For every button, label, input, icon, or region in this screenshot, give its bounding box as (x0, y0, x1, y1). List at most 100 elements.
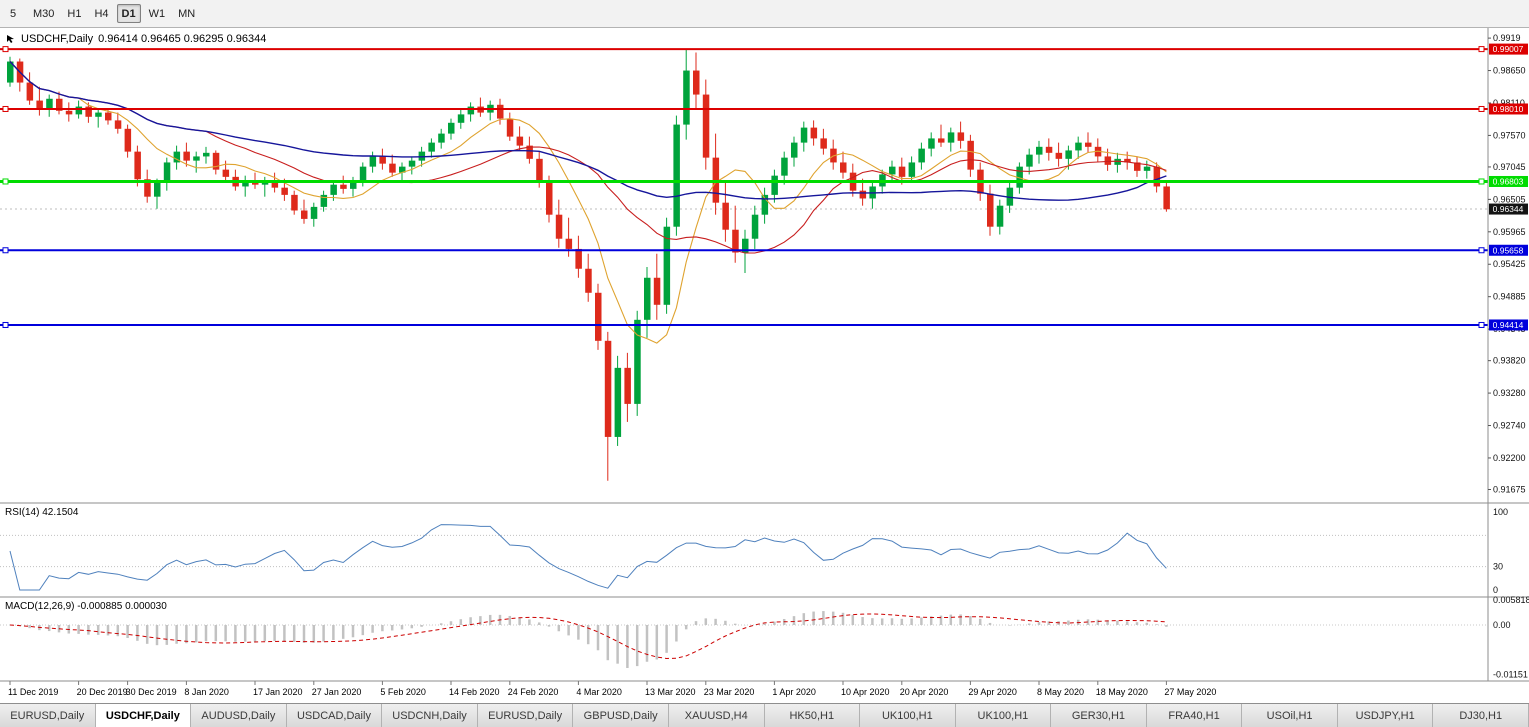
tab-fra40-h1-12[interactable]: FRA40,H1 (1146, 704, 1243, 727)
candle-body (536, 158, 543, 183)
candle-body (595, 292, 602, 341)
candle-body (1114, 158, 1121, 165)
date-label: 30 Dec 2019 (126, 687, 177, 697)
price-tick-label: 0.95425 (1493, 259, 1526, 269)
candle-body (359, 166, 367, 181)
candle-body (555, 214, 563, 239)
candle-body (457, 114, 465, 123)
tab-usdcad-daily-3[interactable]: USDCAD,Daily (286, 704, 383, 727)
hline-handle[interactable] (1478, 46, 1485, 53)
candle-body (399, 166, 406, 173)
tab-usdjpy-h1-14[interactable]: USDJPY,H1 (1337, 704, 1434, 727)
candle-body (604, 340, 612, 437)
timeframe-button-w1[interactable]: W1 (148, 7, 166, 20)
date-label: 5 Feb 2020 (380, 687, 426, 697)
candle-body (330, 184, 337, 195)
candle-body (428, 142, 435, 152)
candle-body (987, 193, 994, 227)
tab-usoil-h1-13[interactable]: USOil,H1 (1242, 704, 1338, 727)
chart-symbol-label: USDCHF,Daily (21, 33, 94, 45)
hline-handle[interactable] (1478, 105, 1485, 112)
candle-body (702, 94, 710, 158)
chart-cursor-icon (7, 35, 14, 43)
hline-handle[interactable] (1478, 321, 1485, 328)
candle-body (203, 152, 210, 157)
hline-handle[interactable] (2, 321, 9, 328)
candle-body (56, 98, 63, 111)
candle-body (800, 127, 808, 143)
candle-body (644, 277, 651, 320)
timeframe-button-h4[interactable]: H4 (94, 7, 109, 20)
tab-uk100-h1-10[interactable]: UK100,H1 (955, 704, 1052, 727)
tab-uk100-h1-9[interactable]: UK100,H1 (860, 704, 956, 727)
candle-body (497, 104, 504, 119)
candle-body (820, 138, 827, 149)
price-tick-label: 0.98110 (1493, 98, 1525, 108)
candle-body (105, 112, 112, 121)
candle-body (810, 127, 818, 139)
candle-body (928, 138, 935, 149)
candle-body (624, 367, 631, 404)
price-badge-label: 0.95658 (1493, 245, 1524, 255)
price-badge (1489, 103, 1528, 115)
candle-body (771, 175, 778, 195)
candle-body (1055, 152, 1063, 159)
timeframe-button-m30[interactable]: M30 (33, 7, 55, 20)
hline-handle[interactable] (2, 46, 9, 53)
tab-dj30-h1-15[interactable]: DJ30,H1 (1433, 704, 1529, 727)
candle-body (1163, 186, 1170, 210)
candle-body (1075, 142, 1082, 151)
date-label: 17 Jan 2020 (253, 687, 303, 697)
candle-body (575, 248, 582, 269)
candle-body (673, 124, 680, 227)
hline-handle[interactable] (1478, 178, 1485, 185)
tab-usdchf-daily-1[interactable]: USDCHF,Daily (95, 704, 192, 727)
candle-body (957, 132, 965, 141)
date-label: 20 Dec 2019 (77, 687, 128, 697)
candle-body (340, 184, 347, 189)
timeframe-button-5[interactable]: 5 (9, 7, 17, 20)
timeframe-button-h1[interactable]: H1 (67, 7, 82, 20)
tab-ger30-h1-11[interactable]: GER30,H1 (1051, 704, 1147, 727)
price-tick-label: 0.92200 (1493, 453, 1526, 463)
timeframe-button-d1[interactable]: D1 (116, 4, 141, 23)
tab-xauusd-h4-7[interactable]: XAUUSD,H4 (668, 704, 765, 727)
candle-body (212, 152, 220, 170)
date-label: 14 Feb 2020 (449, 687, 500, 697)
candle-body (938, 138, 945, 143)
candle-body (26, 82, 34, 101)
price-tick-label: 0.93280 (1493, 388, 1526, 398)
hline-handle[interactable] (2, 105, 9, 112)
chart-canvas[interactable]: 0.9919 0.98650 0.98110 0.97570 0.97045 0.9650… (0, 0, 1529, 703)
candle-body (791, 142, 798, 158)
date-label: 8 May 2020 (1037, 687, 1084, 697)
candle-body (1134, 162, 1141, 171)
candle-body (448, 122, 455, 134)
candle-body (1085, 142, 1092, 147)
candle-body (389, 163, 396, 173)
hline-handle[interactable] (2, 247, 9, 254)
candle-body (183, 151, 190, 161)
tab-usdcnh-daily-4[interactable]: USDCNH,Daily (382, 704, 478, 727)
tab-audusd-daily-2[interactable]: AUDUSD,Daily (191, 704, 287, 727)
candle-body (144, 179, 151, 197)
hline-handle[interactable] (2, 178, 9, 185)
hline-handle[interactable] (1478, 247, 1485, 254)
tab-gbpusd-daily-6[interactable]: GBPUSD,Daily (573, 704, 669, 727)
date-label: 13 Mar 2020 (645, 687, 696, 697)
price-badge-label: 0.99007 (1493, 44, 1524, 54)
tab-hk50-h1-8[interactable]: HK50,H1 (764, 704, 861, 727)
candle-body (173, 151, 181, 163)
date-label: 8 Jan 2020 (184, 687, 229, 697)
candle-body (467, 106, 475, 115)
macd-scale-label: -0.01151 (1493, 669, 1528, 679)
tab-eurusd-daily-5[interactable]: EURUSD,Daily (477, 704, 574, 727)
candle-body (898, 166, 906, 177)
candle-body (408, 160, 416, 167)
candle-body (1065, 150, 1072, 159)
timeframe-button-mn[interactable]: MN (178, 7, 196, 20)
date-label: 24 Feb 2020 (508, 687, 559, 697)
tab-eurusd-daily-0[interactable]: EURUSD,Daily (0, 704, 96, 727)
candle-body (320, 194, 328, 207)
